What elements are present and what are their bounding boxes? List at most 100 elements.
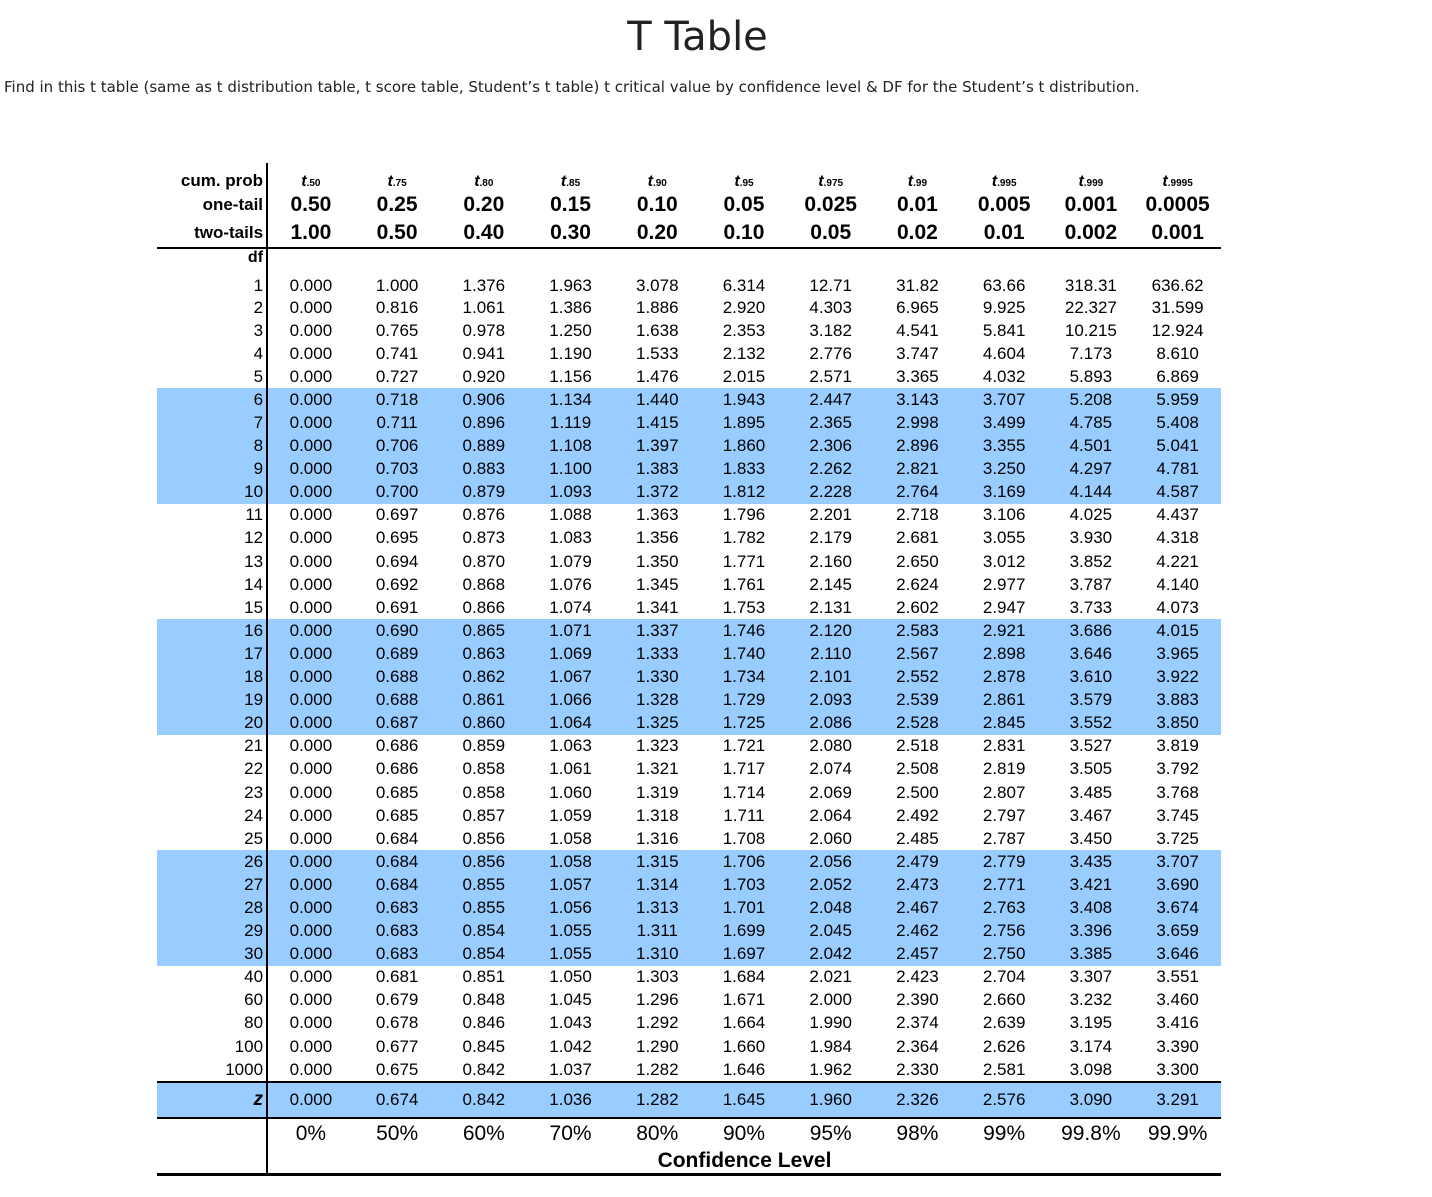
critical-value: 1.646 xyxy=(722,1059,766,1079)
critical-value: 0.684 xyxy=(353,873,441,897)
z-value: 1.282 xyxy=(613,1081,701,1120)
critical-value: 0.706 xyxy=(353,434,441,458)
table-row: 8 0.000 0.706 0.889 1.108 1.397 1.860 2.306 2.89… xyxy=(157,434,1221,458)
table-row: 4 0.000 0.741 0.941 1.190 1.533 2.132 2.776 3.74… xyxy=(157,342,1221,366)
critical-value: 0.000 xyxy=(289,759,333,779)
critical-value: 2.374 xyxy=(896,1013,939,1033)
critical-value: 2.797 xyxy=(982,805,1026,825)
z-value: 0.000 xyxy=(267,1081,354,1120)
critical-value: 0.688 xyxy=(353,688,441,712)
df-value: 26 xyxy=(157,850,269,874)
one-tail-value: 0.50 xyxy=(290,193,332,216)
critical-value: 0.690 xyxy=(353,619,441,643)
critical-value: 3.883 xyxy=(1134,688,1221,712)
critical-value: 4.785 xyxy=(1047,411,1135,435)
critical-value: 1.962 xyxy=(809,1059,852,1079)
critical-value: 6.314 xyxy=(722,276,766,295)
critical-value: 1.372 xyxy=(613,480,701,504)
z-value: 1.960 xyxy=(787,1081,875,1120)
critical-value: 0.000 xyxy=(289,990,333,1010)
empty-label xyxy=(157,1118,269,1150)
critical-value: 2.764 xyxy=(874,480,961,504)
critical-value: 0.695 xyxy=(375,528,419,548)
critical-value: 2.120 xyxy=(787,619,875,643)
one-tail-value: 0.01 xyxy=(896,193,938,216)
critical-value: 2.045 xyxy=(787,919,875,943)
critical-value: 3.505 xyxy=(1069,759,1113,779)
critical-value: 2.500 xyxy=(896,782,939,802)
critical-value: 1.895 xyxy=(700,411,788,435)
empty-cell xyxy=(527,248,614,271)
table-row: 2 0.000 0.816 1.061 1.386 1.886 2.920 4.303 6.96… xyxy=(157,296,1221,320)
two-tails-value: 0.10 xyxy=(700,219,788,249)
critical-value: 1.066 xyxy=(527,688,614,712)
critical-value: 2.807 xyxy=(982,782,1026,802)
critical-value: 0.675 xyxy=(375,1059,419,1079)
table-row: 15 0.000 0.691 0.866 1.074 1.341 1.753 2.131 2.6… xyxy=(157,596,1221,620)
critical-value: 1.056 xyxy=(527,896,614,920)
critical-value: 1.319 xyxy=(635,782,679,802)
z-value: 1.036 xyxy=(527,1081,614,1120)
critical-value: 2.110 xyxy=(787,642,875,666)
critical-value: 4.604 xyxy=(982,343,1026,363)
critical-value: 1.055 xyxy=(527,919,614,943)
table-row: 1000 0.000 0.675 0.842 1.037 1.282 1.646 1.962 2… xyxy=(157,1058,1221,1083)
critical-value: 3.232 xyxy=(1069,990,1113,1010)
critical-value: 1.337 xyxy=(613,619,701,643)
critical-value: 1.440 xyxy=(613,388,701,412)
critical-value: 4.221 xyxy=(1156,551,1199,571)
critical-value: 1.311 xyxy=(613,919,701,943)
critical-value: 0.000 xyxy=(289,276,333,295)
critical-value: 2.650 xyxy=(896,551,939,571)
critical-value: 4.501 xyxy=(1047,434,1135,458)
critical-value: 0.000 xyxy=(267,873,354,897)
table-row: 5 0.000 0.727 0.920 1.156 1.476 2.015 2.571 3.36… xyxy=(157,365,1221,389)
one-tail-label: one-tail xyxy=(157,191,269,219)
df-value: 13 xyxy=(157,550,269,574)
cum-prob-subscript: .80 xyxy=(479,178,494,189)
critical-value: 0.896 xyxy=(440,411,528,435)
df-value: 25 xyxy=(157,827,269,851)
critical-value: 6.965 xyxy=(896,297,939,317)
critical-value: 3.365 xyxy=(896,366,939,386)
critical-value: 0.727 xyxy=(375,366,419,386)
z-value: 2.576 xyxy=(960,1081,1048,1120)
critical-value: 0.889 xyxy=(440,434,528,458)
empty-label xyxy=(157,1149,269,1177)
critical-value: 1.740 xyxy=(700,642,788,666)
confidence-caption-row: Confidence Level xyxy=(157,1149,1221,1177)
critical-value: 3.416 xyxy=(1156,1013,1199,1033)
df-value: 9 xyxy=(157,457,269,481)
critical-value: 1.290 xyxy=(635,1036,679,1056)
critical-value: 2.552 xyxy=(874,665,961,689)
table-row: 27 0.000 0.684 0.855 1.057 1.314 1.703 2.052 2.4… xyxy=(157,873,1221,897)
critical-value: 1.356 xyxy=(635,528,679,548)
critical-value: 0.000 xyxy=(267,434,354,458)
critical-value: 0.741 xyxy=(375,343,419,363)
critical-value: 2.845 xyxy=(960,711,1048,735)
critical-value: 5.959 xyxy=(1134,388,1221,412)
critical-value: 0.683 xyxy=(353,942,441,966)
cum-prob-header: t.80 xyxy=(440,163,527,191)
critical-value: 2.861 xyxy=(960,688,1048,712)
critical-value: 1.057 xyxy=(527,873,614,897)
critical-value: 3.930 xyxy=(1069,528,1113,548)
critical-value: 1.886 xyxy=(635,297,679,317)
critical-value: 0.000 xyxy=(267,457,354,481)
t-symbol: t xyxy=(1078,173,1084,190)
critical-value: 2.093 xyxy=(787,688,875,712)
one-tail-value: 0.25 xyxy=(376,193,418,216)
critical-value: 1.321 xyxy=(635,759,679,779)
critical-value: 1.330 xyxy=(613,665,701,689)
critical-value: 0.000 xyxy=(267,688,354,712)
critical-value: 2.581 xyxy=(982,1059,1026,1079)
critical-value: 1.064 xyxy=(527,711,614,735)
critical-value: 3.485 xyxy=(1069,782,1113,802)
critical-value: 1.190 xyxy=(549,343,592,363)
critical-value: 3.467 xyxy=(1069,805,1113,825)
df-value: 60 xyxy=(157,988,269,1012)
table-row: 6 0.000 0.718 0.906 1.134 1.440 1.943 2.447 3.14… xyxy=(157,388,1221,412)
critical-value: 1.782 xyxy=(722,528,766,548)
critical-value: 1.711 xyxy=(723,805,765,825)
critical-value: 3.169 xyxy=(960,480,1048,504)
